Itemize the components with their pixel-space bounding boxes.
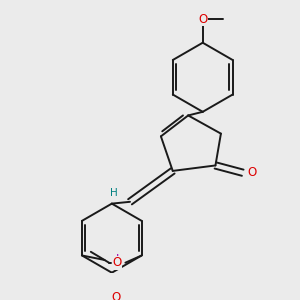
Text: O: O: [112, 291, 121, 300]
Text: O: O: [112, 256, 122, 269]
Text: O: O: [247, 166, 256, 179]
Text: I: I: [116, 254, 119, 266]
Text: H: H: [110, 188, 118, 198]
Text: O: O: [198, 13, 207, 26]
